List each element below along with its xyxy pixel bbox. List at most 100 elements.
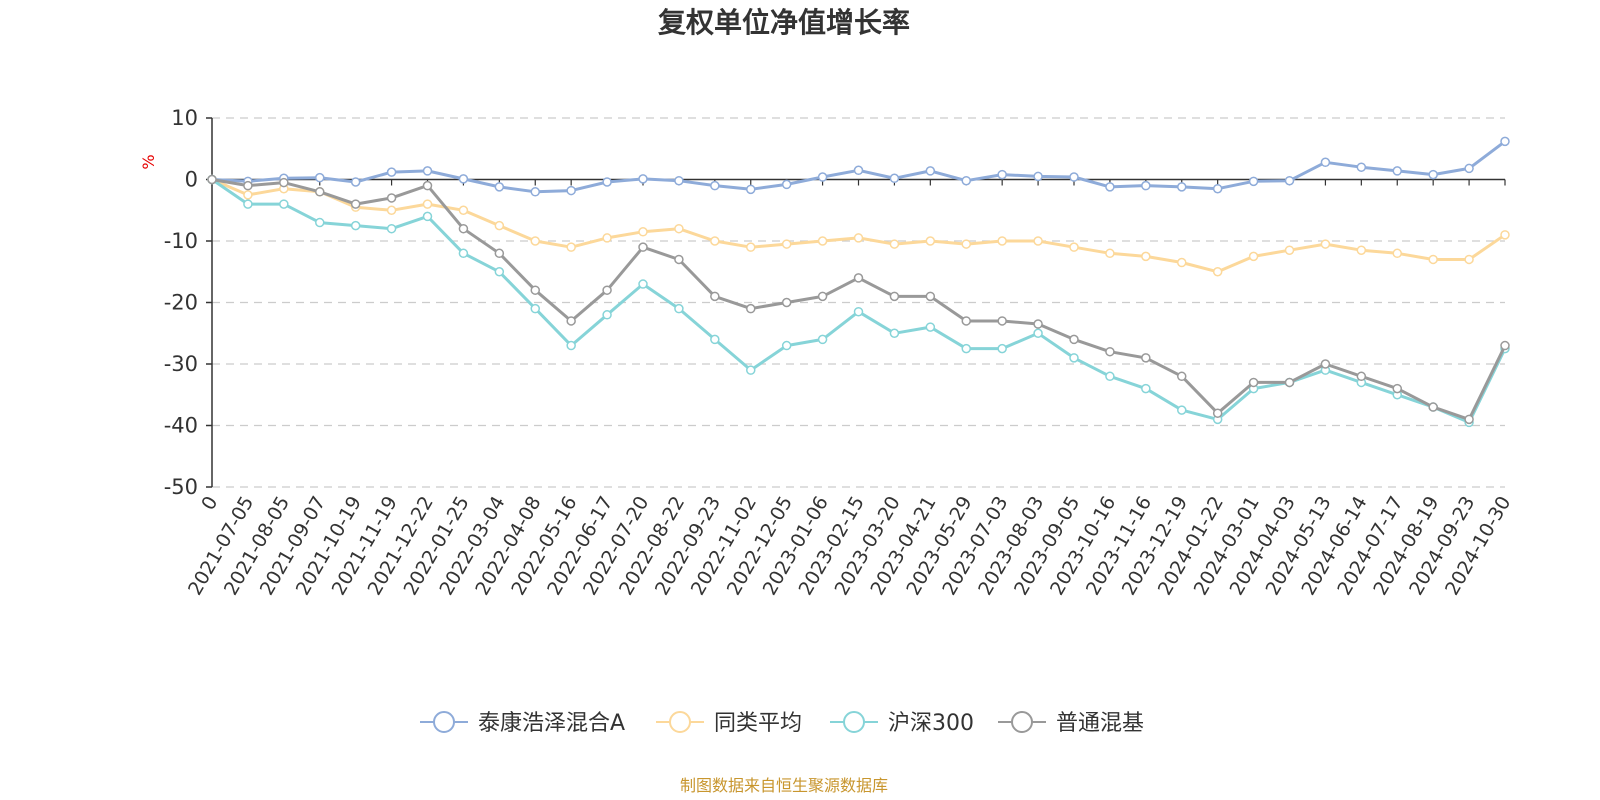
data-point <box>530 285 540 295</box>
y-tick-label: -10 <box>164 229 198 253</box>
y-tick-label: 10 <box>171 106 198 130</box>
x-tick-label: 0 <box>197 493 222 514</box>
data-point <box>889 291 900 302</box>
data-point <box>853 306 864 317</box>
legend-label: 同类平均 <box>714 711 802 736</box>
data-point <box>494 220 505 231</box>
data-point <box>1212 267 1223 277</box>
data-point <box>458 223 469 234</box>
data-point <box>1392 248 1402 259</box>
data-point <box>350 199 361 209</box>
data-point <box>1356 371 1367 382</box>
data-point <box>458 205 469 215</box>
data-point <box>674 254 684 265</box>
legend-marker-icon <box>1011 711 1033 733</box>
data-point <box>853 165 864 176</box>
data-point <box>1033 236 1043 246</box>
data-point <box>1320 359 1331 369</box>
data-point <box>494 267 505 277</box>
data-point <box>494 248 505 259</box>
data-point <box>1500 136 1510 147</box>
legend: 泰康浩泽混合A 同类平均 沪深300 普通混基 <box>420 711 1144 736</box>
data-point <box>674 223 684 234</box>
data-point <box>1141 251 1151 262</box>
data-point <box>1248 377 1259 388</box>
data-point <box>710 180 720 191</box>
data-point <box>1105 371 1115 382</box>
data-point <box>566 316 576 326</box>
series-line-3 <box>211 178 1507 421</box>
data-point <box>1105 182 1115 192</box>
data-point <box>997 236 1007 246</box>
data-point <box>602 285 612 295</box>
data-point <box>997 316 1007 326</box>
data-point <box>1105 248 1115 259</box>
data-point <box>1069 172 1079 182</box>
data-point <box>638 242 648 252</box>
data-point <box>1105 346 1115 357</box>
data-point <box>889 239 900 249</box>
data-point <box>1248 251 1259 262</box>
data-point <box>1212 408 1223 418</box>
data-point <box>458 174 469 184</box>
data-point <box>1428 169 1438 180</box>
data-point <box>243 180 253 191</box>
data-point <box>458 248 469 259</box>
data-point <box>1464 163 1474 174</box>
data-point <box>961 175 971 186</box>
data-point <box>889 173 900 184</box>
y-tick-label: -20 <box>164 291 198 315</box>
series-line-2 <box>211 178 1507 424</box>
legend-marker-icon <box>669 711 691 733</box>
data-point <box>638 227 648 237</box>
data-point <box>530 303 540 314</box>
data-point <box>386 205 397 215</box>
data-point <box>602 177 612 187</box>
data-point <box>1356 162 1367 172</box>
data-point <box>602 310 612 320</box>
data-point <box>961 316 971 326</box>
data-point <box>925 236 936 246</box>
data-point <box>1248 176 1259 187</box>
y-tick-label: -50 <box>164 475 198 499</box>
data-point <box>530 236 540 246</box>
y-axis-unit: % <box>139 154 158 169</box>
legend-marker-icon <box>433 711 455 733</box>
data-point <box>1177 182 1187 192</box>
source-note: 制图数据来自恒生聚源数据库 <box>680 776 888 795</box>
data-point <box>566 185 576 196</box>
data-point <box>925 322 936 332</box>
chart-title: 复权单位净值增长率 <box>658 6 910 39</box>
data-point <box>1500 230 1510 240</box>
data-point <box>494 182 505 192</box>
data-point <box>889 328 900 338</box>
legend-label: 普通混基 <box>1056 711 1144 736</box>
data-point <box>1177 371 1187 382</box>
data-point <box>781 239 792 249</box>
data-point <box>1500 340 1510 351</box>
data-point <box>1033 171 1043 182</box>
data-point <box>1141 180 1151 191</box>
data-point <box>1033 319 1043 329</box>
data-point <box>1177 405 1187 415</box>
data-point <box>422 199 433 209</box>
data-point <box>279 177 289 188</box>
data-point <box>243 199 253 209</box>
data-point <box>781 340 792 351</box>
data-point <box>746 184 756 195</box>
data-point <box>1141 353 1151 363</box>
data-point <box>638 174 648 184</box>
data-point <box>710 236 720 246</box>
data-point <box>997 169 1007 180</box>
data-point <box>1320 239 1331 249</box>
data-point <box>422 211 433 222</box>
data-point <box>602 233 612 243</box>
data-point <box>746 365 756 375</box>
data-point <box>961 343 971 354</box>
data-point <box>386 167 397 177</box>
data-point <box>1428 254 1438 265</box>
data-point <box>710 334 720 345</box>
data-point <box>1392 383 1402 394</box>
data-point <box>1464 254 1474 265</box>
